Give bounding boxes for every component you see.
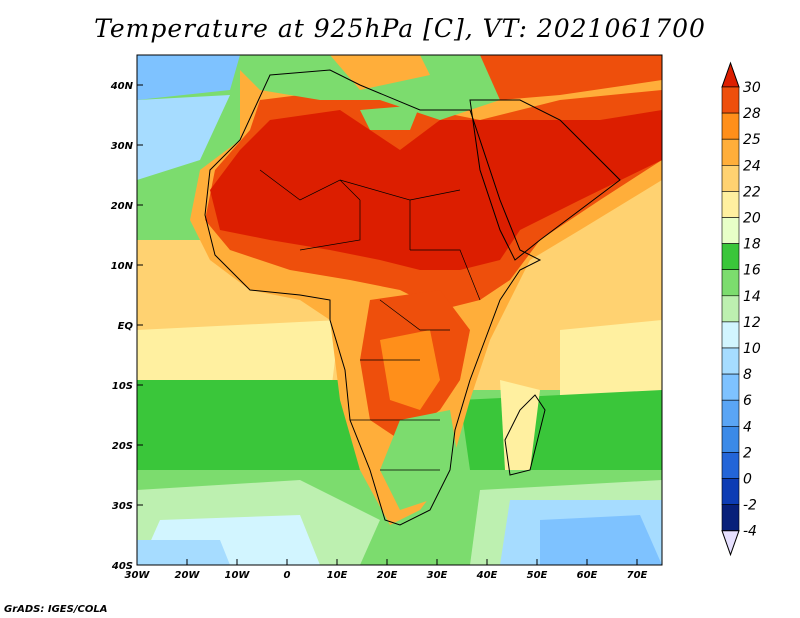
x-tick-label: 70E bbox=[627, 570, 648, 581]
colorbar-swatch bbox=[721, 347, 740, 375]
colorbar-label: 22 bbox=[743, 184, 761, 200]
colorbar-label: 12 bbox=[743, 315, 761, 331]
y-tick-label: 40S bbox=[111, 561, 133, 572]
colorbar-label: 14 bbox=[743, 289, 761, 305]
colorbar-swatch bbox=[721, 373, 740, 401]
y-tick-label: 40N bbox=[110, 81, 134, 92]
colorbar-top-arrow bbox=[721, 61, 740, 88]
colorbar-swatch bbox=[721, 217, 740, 244]
colorbar-label: 8 bbox=[743, 367, 752, 383]
x-tick-label: 60E bbox=[577, 570, 598, 581]
colorbar-swatch bbox=[721, 399, 740, 427]
y-tick-label: 20S bbox=[112, 441, 133, 452]
x-tick-label: 10W bbox=[225, 570, 251, 581]
temperature-field bbox=[137, 55, 662, 565]
colorbar-label: 20 bbox=[743, 211, 761, 227]
colorbar-label: 0 bbox=[743, 472, 752, 488]
colorbar-bottom-arrow bbox=[721, 530, 740, 557]
colorbar-swatch bbox=[721, 138, 740, 166]
x-axis-ticks: 30W 20W 10W 0 10E 20E 30E 40E 50E 60E 70E bbox=[125, 559, 648, 581]
x-tick-label: 10E bbox=[327, 570, 348, 581]
madagascar-coastline bbox=[504, 394, 546, 476]
colorbar-swatch bbox=[721, 478, 740, 505]
x-tick-label: 30E bbox=[427, 570, 448, 581]
colorbar-label: -2 bbox=[743, 498, 757, 514]
colorbar-label: 16 bbox=[743, 263, 761, 279]
y-tick-label: 30N bbox=[111, 141, 134, 152]
colorbar-label: -4 bbox=[743, 524, 757, 540]
x-tick-label: 20E bbox=[377, 570, 398, 581]
colorbar-label: 4 bbox=[743, 419, 752, 435]
y-tick-label: 20N bbox=[111, 201, 134, 212]
x-tick-label: 40E bbox=[476, 570, 498, 581]
colorbar-label: 25 bbox=[743, 132, 761, 148]
colorbar-swatch bbox=[721, 425, 740, 453]
y-tick-label: 10N bbox=[111, 261, 134, 272]
x-tick-label: 30W bbox=[125, 570, 151, 581]
colorbar-swatch bbox=[721, 295, 740, 323]
map-frame bbox=[136, 54, 663, 566]
colorbar-label: 18 bbox=[743, 237, 761, 253]
colorbar-swatch bbox=[721, 243, 740, 271]
colorbar-label: 10 bbox=[743, 341, 761, 357]
colorbar-label: 2 bbox=[743, 445, 752, 461]
colorbar-swatch bbox=[721, 321, 740, 349]
colorbar-swatch bbox=[721, 504, 740, 532]
x-tick-label: 0 bbox=[284, 570, 291, 581]
credit-label: GrADS: IGES/COLA bbox=[4, 604, 108, 615]
arabia-coastline bbox=[469, 99, 621, 261]
border-lines bbox=[259, 169, 481, 471]
colorbar-swatch bbox=[721, 191, 740, 218]
chart-title: Temperature at 925hPa [C], VT: 202106170… bbox=[94, 14, 706, 43]
colorbar-swatch bbox=[721, 165, 740, 192]
x-tick-label: 50E bbox=[527, 570, 548, 581]
colorbar-label: 28 bbox=[743, 106, 761, 122]
y-axis-ticks: 40S 30S 20S 10S EQ 10N 20N 30N 40N bbox=[110, 81, 143, 572]
colorbar-label: 6 bbox=[743, 393, 752, 409]
y-tick-label: 10S bbox=[112, 381, 133, 392]
colorbar-swatch bbox=[721, 86, 740, 114]
colorbar-label: 24 bbox=[743, 158, 761, 174]
africa-coastline bbox=[204, 69, 542, 526]
colorbar-label: 30 bbox=[743, 80, 761, 96]
x-tick-label: 20W bbox=[175, 570, 201, 581]
colorbar-swatch bbox=[721, 269, 740, 297]
colorbar-swatch bbox=[721, 452, 740, 479]
y-tick-label: EQ bbox=[118, 321, 134, 332]
colorbar-swatch bbox=[721, 112, 740, 140]
y-tick-label: 30S bbox=[112, 501, 133, 512]
